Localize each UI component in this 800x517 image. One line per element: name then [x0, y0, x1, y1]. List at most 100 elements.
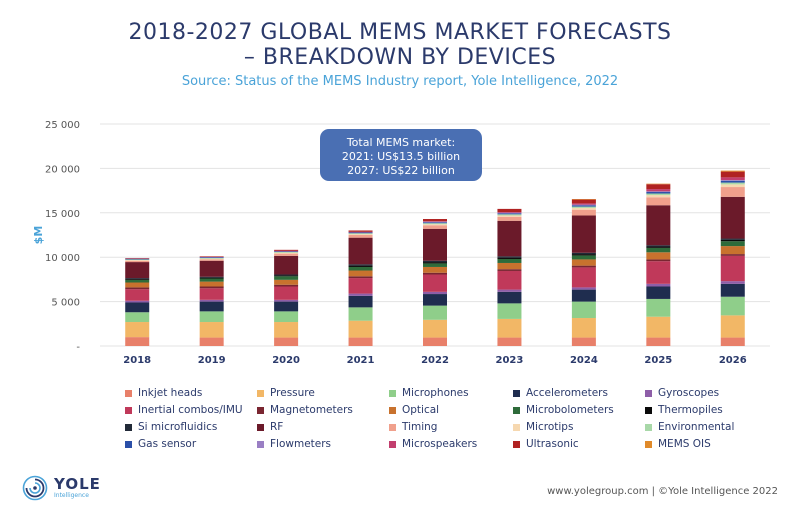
legend-swatch [389, 389, 396, 397]
bar-segment-microtips [646, 195, 671, 198]
bar-segment-inertial-combos-imu [646, 261, 671, 284]
legend-label: Gas sensor [138, 438, 197, 450]
bar-segment-microspeakers [571, 203, 596, 205]
bar-segment-optical [423, 266, 447, 273]
bar-segment-flowmeters [125, 258, 150, 260]
bar-segment-flowmeters [199, 257, 224, 258]
legend-item: Microtips [513, 421, 573, 433]
legend-label: Accelerometers [526, 387, 608, 399]
bar-segment-microspeakers [423, 221, 447, 222]
legend-label: Flowmeters [270, 438, 332, 450]
bar-segment-ultrasonic [199, 256, 224, 258]
bar-segment-inertial-combos-imu [571, 267, 596, 288]
bar-segment-environmental [571, 206, 596, 208]
bar-segment-inkjet-heads [646, 337, 671, 346]
bar-segment-microphones [646, 298, 671, 317]
x-tick-label: 2025 [644, 355, 672, 366]
bar-segment-microbolometers [274, 276, 299, 280]
bar-segment-accelerometers [497, 291, 522, 304]
bar-segment-si-microfluidics [423, 260, 447, 263]
bar-segment-inkjet-heads [274, 337, 299, 346]
legend-label: Environmental [658, 421, 735, 433]
legend-swatch [389, 406, 396, 414]
bar-segment-optical [646, 252, 671, 260]
x-tick-label: 2023 [496, 355, 524, 366]
bar-segment-magnetometers [720, 254, 745, 256]
bar-segment-microbolometers [571, 255, 596, 260]
bar-segment-inkjet-heads [125, 337, 150, 346]
bar-segment-magnetometers [199, 286, 224, 289]
legend-swatch [513, 440, 520, 448]
bar-segment-gas-sensor [274, 251, 299, 252]
legend-label: Pressure [270, 387, 315, 399]
bar-segment-mems-ois [720, 170, 745, 172]
bar-segment-gas-sensor [348, 232, 373, 234]
bar-segment-magnetometers [348, 276, 373, 279]
legend-item: Gas sensor [125, 438, 196, 450]
legend-swatch [645, 440, 652, 448]
bar-segment-ultrasonic [423, 219, 447, 222]
bar-segment-gas-sensor [423, 222, 447, 224]
bar-segment-inkjet-heads [497, 337, 522, 346]
bar-segment-thermopiles [720, 239, 745, 242]
legend-label: Inertial combos/IMU [138, 404, 243, 416]
bar-segment-gyroscopes [125, 300, 150, 303]
legend-label: Microspeakers [402, 438, 478, 450]
bar-segment-timing [348, 235, 373, 238]
bar-segment-microbolometers [497, 258, 522, 263]
legend-item: Inertial combos/IMU [125, 404, 243, 416]
legend-label: Optical [402, 404, 440, 416]
bar-segment-inertial-combos-imu [423, 274, 447, 292]
chart-title-line2: – BREAKDOWN BY DEVICES [243, 45, 557, 70]
bar-segment-pressure [720, 315, 745, 338]
legend-item: Magnetometers [257, 404, 353, 416]
bar-segment-timing [497, 216, 522, 221]
callout-line-3: 2027: US$22 billion [347, 164, 455, 177]
bar-segment-environmental [423, 223, 447, 225]
bar-segment-accelerometers [423, 294, 447, 306]
legend-label: Microtips [526, 421, 574, 433]
bar-segment-microspeakers [497, 212, 522, 213]
bar-segment-flowmeters [720, 180, 745, 181]
callout-box [320, 129, 482, 181]
bar-segment-microspeakers [646, 189, 671, 192]
bar-segment-microtips [571, 207, 596, 210]
legend-swatch [645, 406, 652, 414]
legend-label: MEMS OIS [658, 438, 711, 450]
bar-segment-pressure [274, 322, 299, 338]
bar-segment-rf [720, 196, 745, 239]
bar-segment-timing [125, 260, 150, 263]
bar-segment-timing [274, 253, 299, 256]
bar-segment-microtips [274, 252, 299, 254]
bar-segment-inkjet-heads [348, 337, 373, 346]
legend-label: Inkjet heads [138, 387, 203, 399]
bar-segment-microspeakers [348, 231, 373, 233]
bar-segment-thermopiles [497, 257, 522, 259]
legend-item: Microbolometers [513, 404, 614, 416]
legend-item: Optical [389, 404, 439, 416]
bar-segment-microtips [348, 234, 373, 235]
legend-label: Thermopiles [658, 404, 723, 416]
y-tick-label: 5 000 [51, 298, 80, 309]
bar-segment-si-microfluidics [199, 276, 224, 278]
callout-line-1: Total MEMS market: [346, 136, 455, 149]
bar-segment-microtips [199, 258, 224, 260]
bar-segment-rf [125, 262, 150, 279]
x-tick-label: 2020 [272, 355, 300, 366]
bar-segment-microphones [497, 303, 522, 319]
bar-segment-gyroscopes [571, 287, 596, 290]
bar-segment-si-microfluidics [348, 264, 373, 266]
legend-label: Microbolometers [526, 404, 614, 416]
x-tick-label: 2019 [198, 355, 226, 366]
legend-item: Microspeakers [389, 438, 477, 450]
footer-credit: www.yolegroup.com | ©Yole Intelligence 2… [547, 486, 778, 497]
legend-item: Thermopiles [645, 404, 723, 416]
bar-segment-optical [497, 262, 522, 270]
y-tick-label: 15 000 [45, 209, 80, 220]
legend-label: Magnetometers [270, 404, 353, 416]
bar-segment-inertial-combos-imu [720, 255, 745, 282]
yole-logo: YOLE Intelligence [22, 475, 101, 501]
bar-segment-microphones [720, 296, 745, 316]
legend-item: Accelerometers [513, 387, 608, 399]
x-tick-label: 2021 [347, 355, 375, 366]
